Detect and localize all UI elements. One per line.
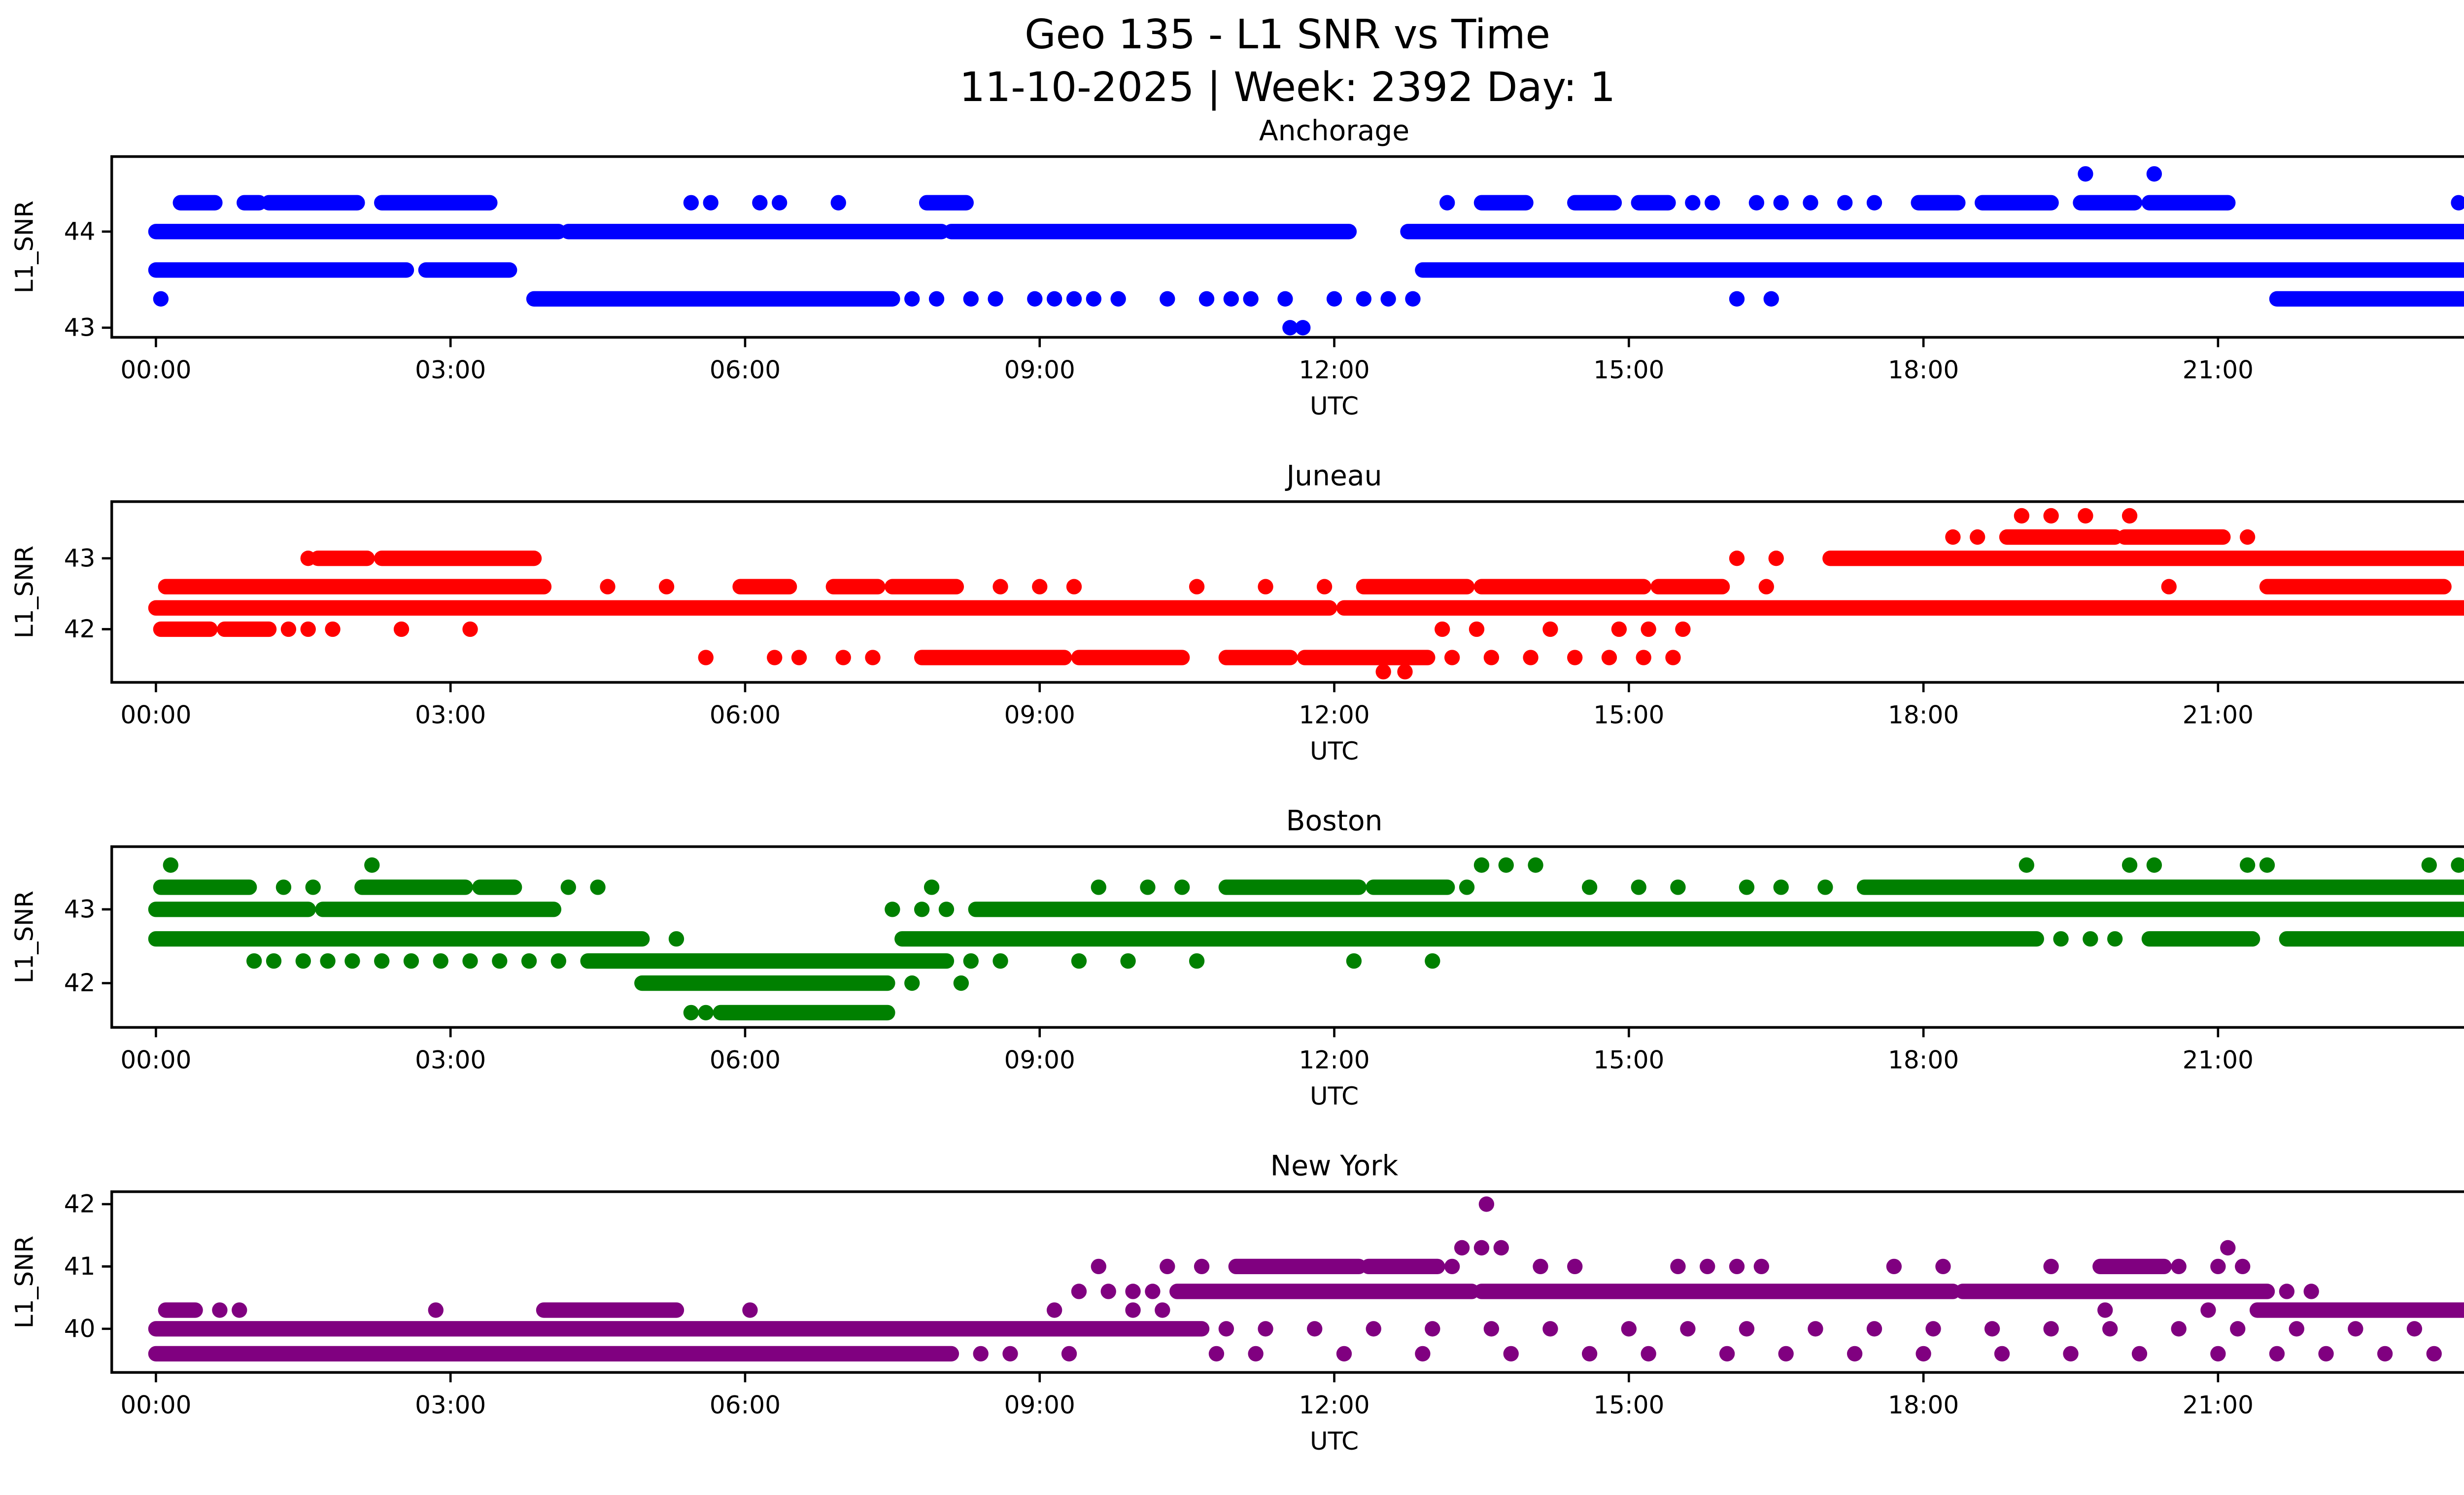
- svg-text:03:00: 03:00: [415, 1391, 486, 1420]
- svg-text:18:00: 18:00: [1888, 701, 1959, 730]
- svg-text:21:00: 21:00: [2183, 356, 2254, 384]
- svg-text:42: 42: [64, 1190, 96, 1218]
- svg-text:06:00: 06:00: [710, 701, 781, 730]
- svg-text:43: 43: [64, 313, 96, 342]
- figure-title-line1: Geo 135 - L1 SNR vs Time: [1025, 11, 1550, 58]
- axes-box: [110, 1190, 2464, 1374]
- y-tick-labels: 40 41 42: [64, 1190, 112, 1343]
- subplot-juneau: Juneau 00:00 03:00 06:00 09:00 12:00 15:00 18:0…: [0, 459, 2464, 804]
- svg-text:03:00: 03:00: [415, 1046, 486, 1075]
- svg-text:06:00: 06:00: [710, 356, 781, 384]
- axes-box: [110, 155, 2464, 339]
- series-points: [148, 508, 2464, 680]
- svg-text:00:00: 00:00: [120, 1046, 191, 1075]
- svg-text:12:00: 12:00: [1299, 701, 1369, 730]
- svg-text:18:00: 18:00: [1888, 1391, 1959, 1420]
- y-tick-labels: 43 44: [64, 217, 112, 342]
- series-points: [148, 1196, 2464, 1362]
- svg-text:15:00: 15:00: [1593, 1391, 1664, 1420]
- svg-text:43: 43: [64, 544, 96, 573]
- chart-canvas-new-york: New York 00:00 03:00 06:00 09:00 12:00 15:00 18…: [10, 1150, 2464, 1456]
- svg-text:21:00: 21:00: [2183, 1391, 2254, 1420]
- svg-text:21:00: 21:00: [2183, 1046, 2254, 1075]
- svg-text:12:00: 12:00: [1299, 356, 1369, 384]
- subplot-boston: Boston 00:00 03:00 06:00 09:00 12:00 15:00 18:0…: [0, 804, 2464, 1149]
- subplot-title: New York: [1270, 1150, 1399, 1182]
- svg-text:09:00: 09:00: [1004, 701, 1075, 730]
- y-tick-labels: 42 43: [64, 895, 112, 997]
- svg-text:21:00: 21:00: [2183, 701, 2254, 730]
- svg-text:15:00: 15:00: [1593, 701, 1664, 730]
- svg-text:40: 40: [64, 1315, 96, 1343]
- chart-canvas-boston: Boston 00:00 03:00 06:00 09:00 12:00 15:00 18:0…: [10, 805, 2464, 1111]
- series-points: [148, 166, 2464, 336]
- svg-text:42: 42: [64, 969, 96, 997]
- y-axis-label: L1_SNR: [10, 201, 39, 294]
- svg-text:44: 44: [64, 217, 96, 246]
- svg-text:09:00: 09:00: [1004, 356, 1075, 384]
- subplot-new-york: New York 00:00 03:00 06:00 09:00 12:00 15:00 18…: [0, 1149, 2464, 1494]
- x-tick-labels: 00:00 03:00 06:00 09:00 12:00 15:00 18:00 21:00…: [120, 1372, 2254, 1420]
- svg-text:03:00: 03:00: [415, 701, 486, 730]
- svg-text:42: 42: [64, 615, 96, 643]
- y-axis-label: L1_SNR: [10, 1236, 39, 1329]
- y-axis-label: L1_SNR: [10, 546, 39, 639]
- svg-text:43: 43: [64, 895, 96, 924]
- x-tick-labels: 00:00 03:00 06:00 09:00 12:00 15:00 18:00 21:00…: [120, 1027, 2254, 1075]
- svg-text:00:00: 00:00: [120, 356, 191, 384]
- svg-text:09:00: 09:00: [1004, 1046, 1075, 1075]
- svg-text:12:00: 12:00: [1299, 1046, 1369, 1075]
- svg-text:12:00: 12:00: [1299, 1391, 1369, 1420]
- x-axis-label: UTC: [1310, 1427, 1359, 1456]
- y-tick-labels: 42 43: [64, 544, 112, 643]
- figure-title-line2: 11-10-2025 | Week: 2392 Day: 1: [959, 64, 1616, 111]
- chart-canvas-anchorage: Anchorage 00:00 03:00 06:00 09:00 12:00 15:00 1…: [10, 115, 2464, 420]
- svg-text:41: 41: [64, 1252, 96, 1281]
- chart-canvas-juneau: Juneau 00:00 03:00 06:00 09:00 12:00 15:00 18:0…: [10, 460, 2464, 765]
- svg-text:00:00: 00:00: [120, 1391, 191, 1420]
- svg-text:15:00: 15:00: [1593, 356, 1664, 384]
- x-tick-labels: 00:00 03:00 06:00 09:00 12:00 15:00 18:00 21:00…: [120, 337, 2254, 384]
- x-axis-label: UTC: [1310, 1082, 1359, 1111]
- svg-text:15:00: 15:00: [1593, 1046, 1664, 1075]
- svg-text:09:00: 09:00: [1004, 1391, 1075, 1420]
- svg-text:06:00: 06:00: [710, 1046, 781, 1075]
- figure-title: Geo 135 - L1 SNR vs Time 11-10-2025 | We…: [0, 0, 2464, 114]
- y-axis-label: L1_SNR: [10, 891, 39, 984]
- subplot-title: Juneau: [1285, 460, 1382, 492]
- svg-text:18:00: 18:00: [1888, 356, 1959, 384]
- svg-text:00:00: 00:00: [120, 701, 191, 730]
- axes-box: [110, 845, 2464, 1029]
- svg-text:03:00: 03:00: [415, 356, 486, 384]
- series-points: [148, 857, 2464, 1021]
- svg-text:06:00: 06:00: [710, 1391, 781, 1420]
- x-axis-label: UTC: [1310, 392, 1359, 420]
- subplot-title: Anchorage: [1259, 115, 1409, 147]
- svg-text:18:00: 18:00: [1888, 1046, 1959, 1075]
- subplot-anchorage: Anchorage 00:00 03:00 06:00 09:00 12:00 15:00 1…: [0, 114, 2464, 459]
- x-axis-label: UTC: [1310, 737, 1359, 765]
- subplot-title: Boston: [1286, 805, 1383, 837]
- x-tick-labels: 00:00 03:00 06:00 09:00 12:00 15:00 18:00 21:00…: [120, 682, 2254, 730]
